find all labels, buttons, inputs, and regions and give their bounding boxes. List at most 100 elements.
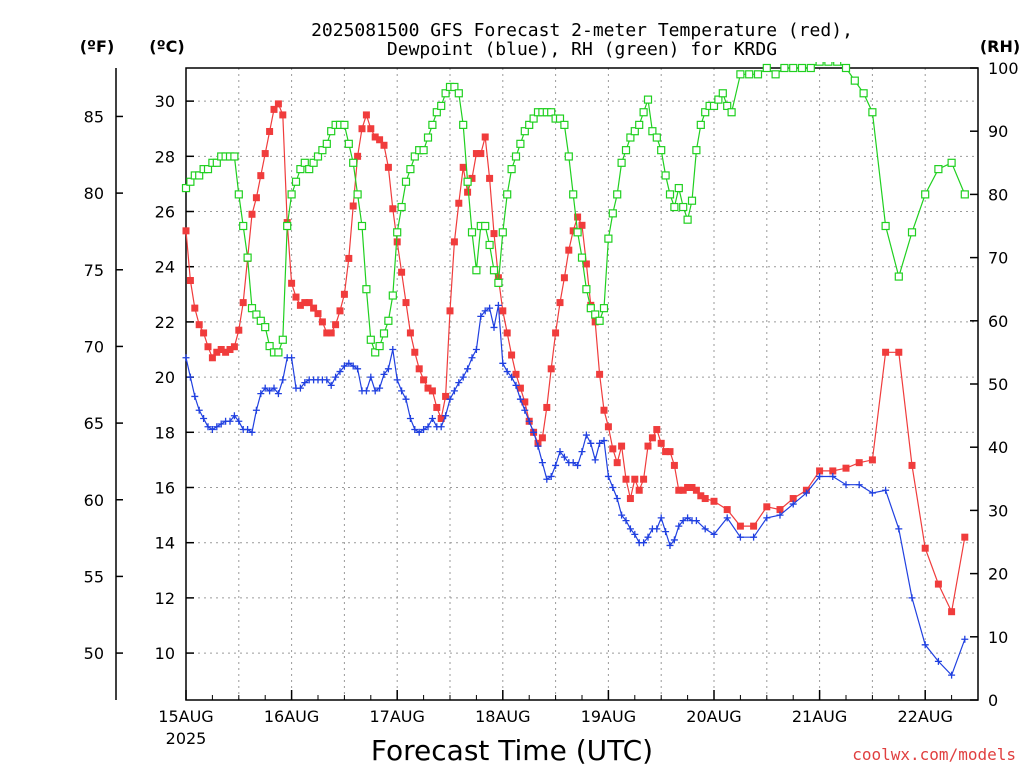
celsius-tick-label: 12	[155, 589, 175, 608]
data-point	[499, 359, 507, 367]
data-point	[578, 221, 586, 229]
data-point	[489, 266, 499, 275]
data-point	[442, 392, 450, 400]
data-point	[565, 246, 573, 254]
data-point	[371, 133, 379, 141]
data-point	[555, 114, 565, 123]
data-point	[762, 63, 771, 73]
data-point	[802, 489, 810, 497]
data-point	[486, 304, 494, 312]
celsius-axis-unit: (ºC)	[149, 37, 184, 56]
data-point	[247, 304, 257, 313]
data-point	[745, 70, 754, 79]
data-point	[481, 307, 489, 315]
data-point	[600, 406, 608, 414]
data-point	[829, 467, 837, 475]
data-point	[226, 346, 234, 354]
data-point	[618, 511, 626, 519]
data-point	[490, 323, 498, 331]
credit-label: coolwx.com/models	[852, 745, 1016, 764]
data-point	[815, 62, 824, 66]
data-point	[437, 414, 445, 422]
data-point	[349, 202, 357, 210]
data-point	[353, 190, 362, 199]
x-tick-label: 20AUG	[686, 707, 741, 726]
data-point	[327, 329, 335, 337]
data-point	[771, 70, 780, 79]
data-point	[723, 514, 731, 522]
data-point	[631, 530, 639, 538]
data-point	[604, 234, 613, 243]
data-point	[635, 486, 643, 494]
data-point	[336, 307, 344, 315]
data-point	[397, 202, 406, 212]
data-point	[200, 329, 208, 337]
data-point	[345, 254, 353, 262]
data-point	[472, 266, 481, 275]
data-point	[516, 384, 524, 392]
data-point	[393, 376, 401, 384]
data-point	[692, 486, 700, 494]
data-point	[376, 384, 384, 392]
data-point	[868, 456, 876, 464]
data-point	[921, 544, 929, 552]
data-point	[310, 304, 318, 312]
year-label: 2025	[166, 729, 207, 748]
data-point	[349, 362, 357, 370]
data-point	[543, 403, 551, 411]
fahrenheit-axis-unit: (ºF)	[80, 37, 115, 56]
data-point	[829, 472, 837, 480]
rh-tick-label: 40	[988, 438, 1008, 457]
data-point	[270, 384, 278, 392]
data-point	[371, 348, 380, 357]
fahrenheit-tick-label: 85	[84, 107, 104, 126]
data-point	[710, 530, 718, 538]
x-tick-label: 19AUG	[581, 707, 636, 726]
data-point	[868, 489, 876, 497]
data-point	[401, 177, 411, 186]
data-point	[675, 522, 683, 530]
data-point	[459, 120, 468, 129]
data-point	[327, 381, 335, 389]
data-point	[652, 133, 661, 142]
data-point	[384, 163, 392, 171]
data-point	[630, 127, 639, 136]
data-point	[423, 133, 433, 142]
data-point	[701, 495, 709, 503]
data-point	[494, 301, 502, 309]
series-temperature	[182, 100, 969, 616]
data-point	[230, 412, 238, 420]
data-point	[191, 304, 199, 312]
data-point	[596, 370, 604, 378]
data-point	[322, 139, 331, 148]
axes: 10 12 14 16 18 20 22 24 26 28 30 50 55 60 65 70 75 80 85 0 1…	[84, 59, 1019, 726]
data-point	[586, 304, 595, 313]
data-point	[644, 442, 652, 450]
data-point	[842, 464, 850, 472]
data-point	[560, 453, 568, 461]
data-point	[670, 202, 679, 212]
data-point	[609, 483, 617, 491]
data-point	[340, 120, 349, 129]
celsius-tick-label: 16	[155, 478, 175, 497]
celsius-tick-label: 10	[155, 644, 175, 663]
data-point	[643, 95, 653, 104]
data-point	[490, 230, 498, 238]
data-point	[696, 120, 705, 129]
data-point	[300, 158, 309, 167]
data-point	[859, 89, 868, 98]
data-point	[521, 398, 529, 406]
data-point	[934, 580, 942, 588]
data-point	[684, 514, 692, 522]
data-point	[736, 533, 744, 541]
data-point	[670, 536, 678, 544]
data-point	[661, 171, 670, 180]
data-point	[357, 221, 367, 231]
data-point	[662, 528, 670, 536]
data-point	[665, 190, 675, 199]
data-point	[388, 291, 397, 300]
chart-title-line2: Dewpoint (blue), RH (green) for KRDG	[387, 39, 777, 60]
data-point	[226, 417, 234, 425]
data-point	[736, 522, 744, 530]
data-point	[464, 188, 472, 196]
